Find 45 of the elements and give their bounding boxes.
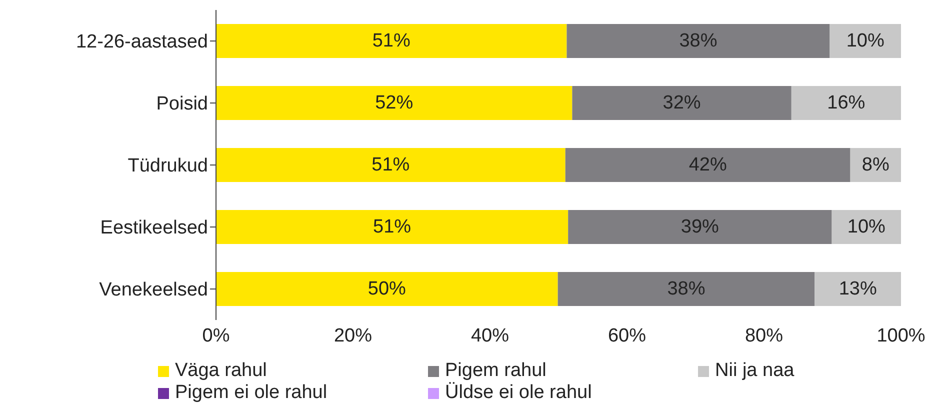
x-tick-label: 20% (334, 325, 372, 346)
data-label: 51% (372, 30, 410, 52)
data-label: 42% (688, 154, 727, 176)
bar (216, 148, 566, 182)
bar (566, 24, 830, 58)
y-tick-label: Tüdrukud (128, 156, 208, 177)
y-tick-label: Poisid (156, 94, 208, 115)
bar (791, 86, 901, 120)
legend-label: Üldse ei ole rahul (445, 382, 592, 404)
data-label: 10% (847, 216, 886, 238)
legend-label: Väga rahul (175, 360, 267, 382)
bar (565, 148, 850, 182)
data-label: 16% (827, 92, 866, 114)
data-label: 38% (667, 278, 706, 300)
bar (572, 86, 792, 120)
legend-label: Nii ja naa (715, 360, 794, 382)
bar (216, 210, 568, 244)
bar (814, 272, 901, 306)
bar (216, 272, 558, 306)
bar (832, 210, 901, 244)
y-tick-label: Eestikeelsed (100, 218, 208, 239)
x-tick-label: 100% (876, 325, 926, 346)
legend-label: Pigem rahul (445, 360, 546, 382)
bar (216, 24, 567, 58)
x-tick-label: 40% (470, 325, 510, 346)
data-label: 8% (862, 154, 890, 176)
data-label: 52% (375, 92, 414, 114)
bar (568, 210, 832, 244)
data-label: 10% (846, 30, 884, 52)
bar (830, 24, 901, 58)
x-tick-label: 80% (744, 325, 784, 346)
data-label: 32% (662, 92, 701, 114)
data-label: 50% (368, 278, 406, 300)
legend-label: Pigem ei ole rahul (175, 382, 328, 404)
data-label: 38% (679, 30, 718, 52)
data-label: 13% (838, 278, 877, 300)
data-label: 39% (680, 216, 720, 238)
bar (216, 86, 572, 120)
y-tick-label: Venekeelsed (99, 280, 208, 301)
x-tick-label: 0% (202, 325, 230, 346)
data-label: 51% (372, 154, 410, 176)
data-label: 51% (373, 216, 412, 238)
x-tick-label: 60% (608, 325, 646, 346)
bar (558, 272, 815, 306)
y-tick-label: 12-26-aastased (76, 32, 208, 53)
